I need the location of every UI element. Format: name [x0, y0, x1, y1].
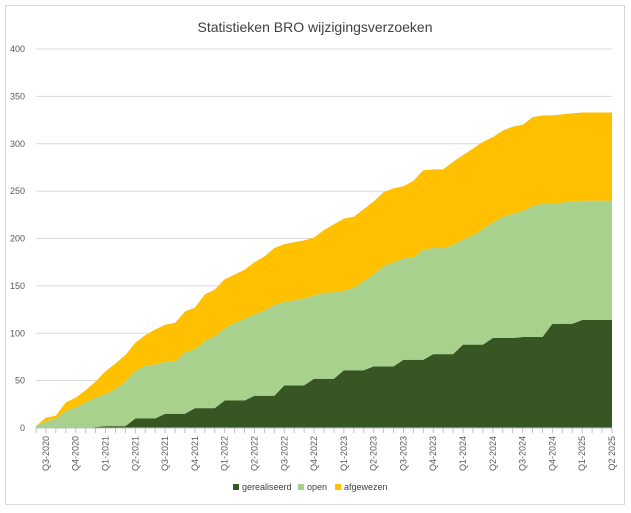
chart-title: Statistieken BRO wijzigingsverzoeken — [198, 19, 433, 35]
legend-item-afgewezen: afgewezen — [335, 482, 388, 492]
x-tick-label: Q2-2024 — [488, 436, 498, 471]
y-tick-label: 150 — [10, 281, 25, 291]
legend-label: gerealiseerd — [242, 482, 292, 492]
x-tick-label: Q3-2020 — [41, 436, 51, 471]
x-tick-label: Q1-2025 — [577, 436, 587, 471]
x-axis: Q3-2020 Q4-2020 Q1-2021 Q2-2021 Q3-2021 Q4-20… — [35, 427, 617, 471]
legend: gerealiseerd open afgewezen — [233, 482, 388, 492]
x-tick-label: Q1-2021 — [101, 436, 111, 471]
y-tick-label: 400 — [10, 44, 25, 54]
y-tick-label: 350 — [10, 91, 25, 101]
x-tick-label: Q2-2021 — [130, 436, 140, 471]
x-tick-label: Q2 2025 — [607, 436, 617, 471]
x-tick-label: Q4-2022 — [309, 436, 319, 471]
area-afgewezen — [36, 112, 612, 427]
chart-frame — [5, 5, 625, 505]
x-tick-label: Q2-2022 — [249, 436, 259, 471]
x-tick-label: Q3-2022 — [279, 436, 289, 471]
y-axis: 0 50 100 150 200 250 300 350 400 — [10, 44, 25, 433]
x-tick-label: Q3-2023 — [398, 436, 408, 471]
legend-item-open: open — [298, 482, 327, 492]
area-open — [36, 200, 612, 428]
legend-swatch — [298, 484, 304, 490]
legend-label: open — [307, 482, 327, 492]
y-tick-label: 50 — [15, 376, 25, 386]
areas — [36, 112, 612, 428]
x-tick-label: Q1-2024 — [458, 436, 468, 471]
x-tick-label: Q3-2024 — [518, 436, 528, 471]
x-tick-label: Q4-2023 — [428, 436, 438, 471]
legend-swatch — [233, 484, 239, 490]
area-gerealiseerd — [36, 319, 612, 428]
legend-swatch — [335, 484, 341, 490]
x-tick-label: Q2-2023 — [369, 436, 379, 471]
x-tick-label: Q1-2023 — [339, 436, 349, 471]
x-tick-label: Q4-2024 — [547, 436, 557, 471]
y-tick-label: 100 — [10, 328, 25, 338]
y-tick-label: 0 — [20, 423, 25, 433]
x-tick-label: Q1-2022 — [220, 436, 230, 471]
x-tick-label: Q3-2021 — [160, 436, 170, 471]
x-tick-label: Q4-2020 — [71, 436, 81, 471]
x-tick-label: Q4-2021 — [190, 436, 200, 471]
y-tick-label: 250 — [10, 186, 25, 196]
legend-label: afgewezen — [344, 482, 388, 492]
y-tick-label: 200 — [10, 234, 25, 244]
y-tick-label: 300 — [10, 139, 25, 149]
legend-item-gerealiseerd: gerealiseerd — [233, 482, 292, 492]
